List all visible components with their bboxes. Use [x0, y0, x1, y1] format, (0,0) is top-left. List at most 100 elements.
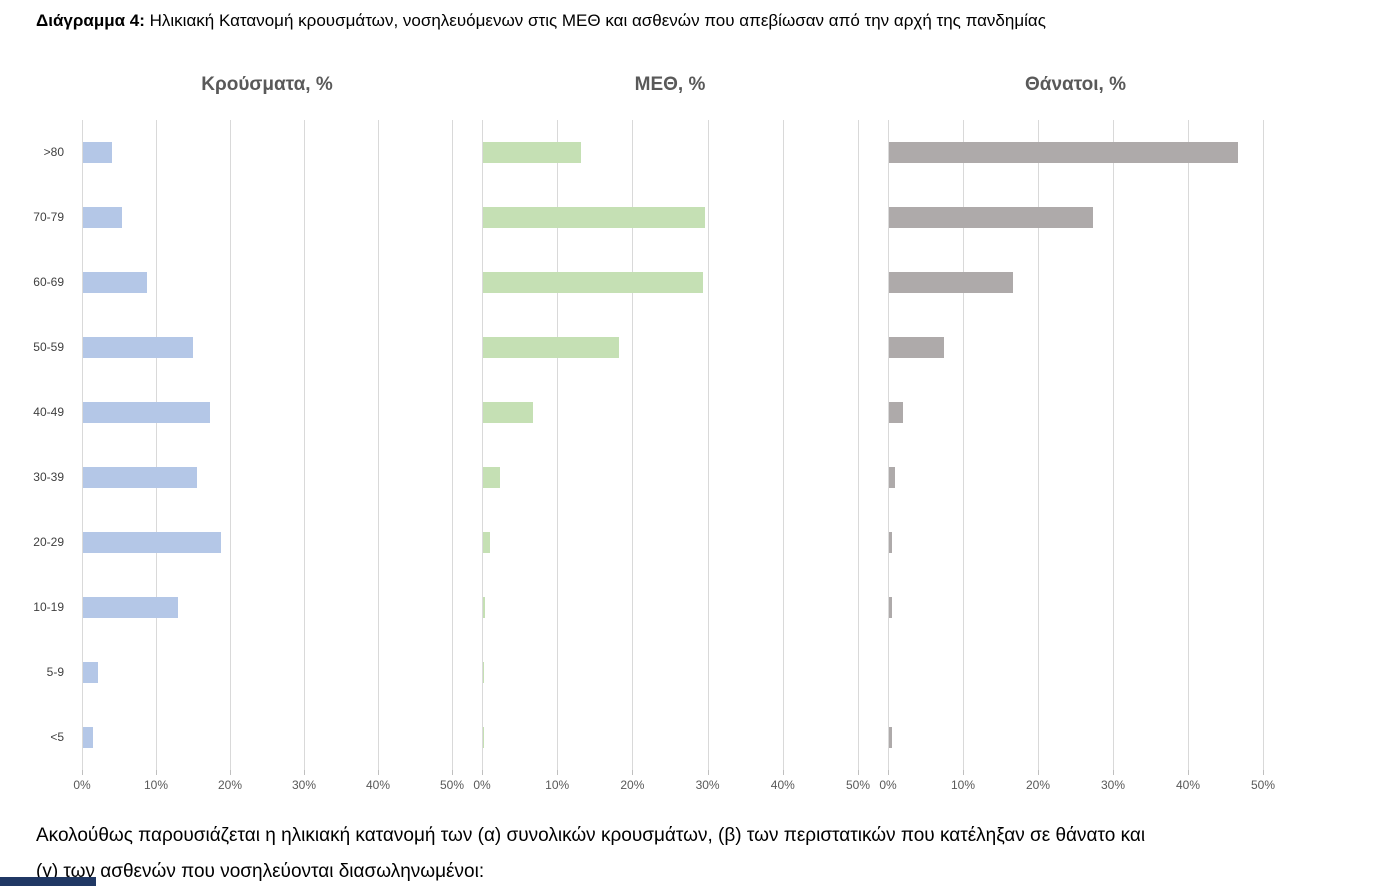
bar-icu-10-19 — [483, 597, 486, 618]
axis-tick-label-deaths: 10% — [950, 778, 976, 792]
bar-icu-60-69 — [483, 272, 704, 293]
figure-caption-label: Διάγραμμα 4: — [36, 11, 145, 30]
bar-cases-20-29 — [83, 532, 221, 553]
gridline-icu — [482, 120, 483, 770]
bar-deaths-70-79 — [889, 207, 1093, 228]
gridline-cases — [82, 120, 83, 770]
category-label: 40-49 — [33, 404, 64, 419]
bar-cases-40-49 — [83, 402, 210, 423]
axis-tick-label-deaths: 0% — [879, 778, 897, 792]
category-label: 70-79 — [33, 209, 64, 224]
axis-tick-icu — [482, 770, 483, 775]
bar-deaths-30-39 — [889, 467, 895, 488]
bar-icu-5-9 — [483, 662, 484, 683]
axis-tick-deaths — [963, 770, 964, 775]
axis-tick-label-cases: 10% — [143, 778, 169, 792]
axis-tick-cases — [230, 770, 231, 775]
category-label: 50-59 — [33, 339, 64, 354]
axis-tick-label-cases: 50% — [439, 778, 465, 792]
bar-cases-10-19 — [83, 597, 179, 618]
axis-tick-label-deaths: 50% — [1250, 778, 1276, 792]
axis-tick-cases — [378, 770, 379, 775]
bar-cases-50-59 — [83, 337, 193, 358]
gridline-cases — [156, 120, 157, 770]
axis-tick-label-icu: 30% — [695, 778, 720, 792]
figure-caption-text: Ηλικιακή Κατανομή κρουσμάτων, νοσηλευόμε… — [144, 11, 1046, 30]
panel-title-deaths: Θάνατοι, % — [1025, 74, 1126, 95]
bar-icu->80 — [483, 142, 581, 163]
axis-tick-icu — [632, 770, 634, 775]
bar-icu-70-79 — [483, 207, 705, 228]
bar-deaths-50-59 — [889, 337, 944, 358]
bar-icu-40-49 — [483, 402, 534, 423]
axis-tick-cases — [304, 770, 305, 775]
gridline-cases — [304, 120, 305, 770]
bar-cases-60-69 — [83, 272, 148, 293]
panel-title-cases: Κρούσματα, % — [201, 74, 333, 95]
axis-tick-deaths — [1038, 770, 1039, 775]
axis-tick-deaths — [1188, 770, 1189, 775]
bar-deaths-20-29 — [889, 532, 892, 553]
axis-tick-label-icu: 50% — [845, 778, 871, 792]
bar-icu-50-59 — [483, 337, 620, 358]
bar-cases-30-39 — [83, 467, 197, 488]
bar-cases-<5 — [83, 727, 94, 748]
category-label: >80 — [43, 144, 64, 159]
gridline-icu — [782, 120, 784, 770]
bar-deaths-60-69 — [889, 272, 1013, 293]
bar-icu-<5 — [483, 727, 484, 748]
gridline-deaths — [1263, 120, 1264, 770]
category-label: 30-39 — [33, 469, 64, 484]
axis-tick-label-deaths: 30% — [1100, 778, 1126, 792]
gridline-cases — [452, 120, 453, 770]
gridline-deaths — [1113, 120, 1114, 770]
gridline-icu — [632, 120, 634, 770]
bar-cases-5-9 — [83, 662, 98, 683]
axis-tick-label-deaths: 40% — [1175, 778, 1201, 792]
gridline-cases — [378, 120, 379, 770]
axis-tick-cases — [82, 770, 83, 775]
axis-tick-label-cases: 30% — [291, 778, 317, 792]
gridline-deaths — [888, 120, 889, 770]
axis-tick-cases — [452, 770, 453, 775]
bar-deaths->80 — [889, 142, 1238, 163]
axis-tick-deaths — [1113, 770, 1114, 775]
axis-tick-label-icu: 20% — [620, 778, 645, 792]
panel-title-icu: ΜΕΘ, % — [634, 74, 706, 95]
axis-tick-icu — [707, 770, 709, 775]
axis-tick-deaths — [888, 770, 889, 775]
bar-deaths-<5 — [889, 727, 892, 748]
axis-tick-deaths — [1263, 770, 1264, 775]
axis-tick-icu — [858, 770, 859, 775]
axis-tick-label-cases: 0% — [73, 778, 91, 792]
gridline-deaths — [1038, 120, 1039, 770]
axis-tick-cases — [156, 770, 157, 775]
body-paragraph: Ακολούθως παρουσιάζεται η ηλικιακή καταν… — [36, 825, 1146, 882]
axis-tick-icu — [782, 770, 784, 775]
axis-tick-label-cases: 40% — [365, 778, 391, 792]
bar-cases-70-79 — [83, 207, 123, 228]
bar-icu-20-29 — [483, 532, 490, 553]
gridline-cases — [230, 120, 231, 770]
gridline-icu — [707, 120, 709, 770]
bar-icu-30-39 — [483, 467, 500, 488]
category-label: <5 — [50, 729, 64, 744]
category-label: 10-19 — [33, 599, 64, 614]
gridline-icu — [858, 120, 859, 770]
footer-band-fragment — [0, 877, 96, 886]
axis-tick-label-icu: 0% — [473, 778, 491, 792]
figure-caption: Διάγραμμα 4: Ηλικιακή Κατανομή κρουσμάτω… — [36, 10, 1366, 32]
bar-deaths-40-49 — [889, 402, 903, 423]
category-label: 60-69 — [33, 274, 64, 289]
axis-tick-label-icu: 10% — [545, 778, 570, 792]
gridline-deaths — [1188, 120, 1189, 770]
category-label: 5-9 — [46, 664, 64, 679]
axis-tick-label-cases: 20% — [217, 778, 243, 792]
category-label: 20-29 — [33, 534, 64, 549]
bar-deaths-10-19 — [889, 597, 892, 618]
gridline-icu — [557, 120, 559, 770]
gridline-deaths — [963, 120, 964, 770]
axis-tick-icu — [557, 770, 559, 775]
bar-cases->80 — [83, 142, 112, 163]
